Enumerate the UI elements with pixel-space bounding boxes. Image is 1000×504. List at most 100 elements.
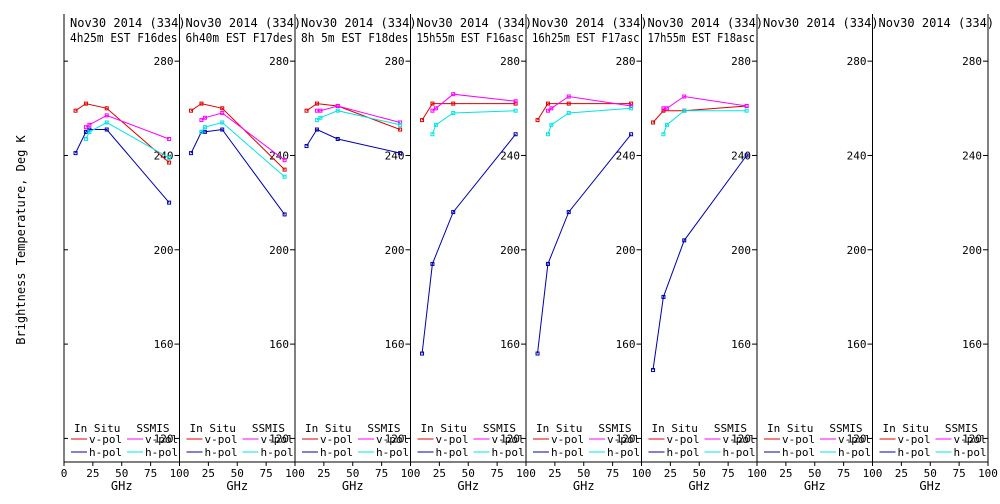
data-point-insitu_h bbox=[744, 153, 749, 158]
legend-label-insitu_v: v-pol bbox=[782, 433, 815, 446]
legend-label-ssmis_v: v-pol bbox=[145, 433, 178, 446]
data-point-ssmis_h bbox=[430, 132, 435, 137]
x-tick-label: 25 bbox=[664, 467, 677, 480]
data-point-ssmis_h bbox=[314, 118, 319, 123]
x-axis-label: GHz bbox=[804, 479, 826, 493]
data-point-insitu_v bbox=[545, 101, 550, 106]
data-point-ssmis_h bbox=[661, 132, 666, 137]
y-tick-label: 240 bbox=[962, 149, 982, 162]
data-point-insitu_h bbox=[304, 144, 309, 149]
y-tick-label: 160 bbox=[616, 338, 636, 351]
data-point-ssmis_h bbox=[744, 108, 749, 113]
series-line-ssmis_h bbox=[662, 110, 747, 135]
legend-label-ssmis_v: v-pol bbox=[261, 433, 294, 446]
x-tick-label: 25 bbox=[202, 467, 215, 480]
data-point-ssmis_v bbox=[282, 158, 287, 163]
data-point-ssmis_v bbox=[83, 125, 88, 130]
y-tick-label: 280 bbox=[385, 55, 405, 68]
y-tick-label: 120 bbox=[500, 432, 520, 445]
y-tick-label: 160 bbox=[731, 338, 751, 351]
x-axis-label: GHz bbox=[919, 479, 941, 493]
x-tick-label: 100 bbox=[863, 467, 883, 480]
data-point-ssmis_v bbox=[335, 103, 340, 108]
legend-label-insitu_v: v-pol bbox=[898, 433, 931, 446]
legend-label-insitu_v: v-pol bbox=[436, 433, 469, 446]
data-point-insitu_h bbox=[545, 261, 550, 266]
data-point-ssmis_h bbox=[433, 122, 438, 127]
x-axis-label: GHz bbox=[573, 479, 595, 493]
series-line-insitu_h bbox=[190, 128, 286, 215]
y-tick-label: 160 bbox=[847, 338, 867, 351]
x-tick-label: 50 bbox=[577, 467, 590, 480]
data-point-insitu_v bbox=[513, 101, 518, 106]
x-tick-label: 100 bbox=[978, 467, 998, 480]
x-tick-label: 50 bbox=[808, 467, 821, 480]
data-point-ssmis_v bbox=[513, 99, 518, 104]
series-line-ssmis_h bbox=[85, 121, 170, 159]
data-point-ssmis_h bbox=[682, 108, 687, 113]
data-point-ssmis_h bbox=[566, 111, 571, 116]
x-tick-label: 100 bbox=[285, 467, 305, 480]
series-line-insitu_h bbox=[75, 129, 170, 203]
data-point-insitu_h bbox=[682, 238, 687, 243]
data-point-ssmis_v bbox=[433, 106, 438, 111]
y-tick-label: 280 bbox=[847, 55, 867, 68]
data-point-insitu_h bbox=[535, 351, 540, 356]
data-point-insitu_h bbox=[335, 136, 340, 141]
panel-date: Nov30 2014 (334) bbox=[186, 16, 302, 30]
y-tick-label: 200 bbox=[385, 244, 405, 257]
data-point-ssmis_v bbox=[664, 106, 669, 111]
x-tick-label: 100 bbox=[632, 467, 652, 480]
data-point-insitu_v bbox=[220, 106, 225, 111]
legend-ssmis-title: SSMIS bbox=[252, 422, 285, 435]
y-tick-label: 120 bbox=[154, 432, 174, 445]
y-tick-label: 120 bbox=[385, 432, 405, 445]
legend-label-ssmis_h: h-pol bbox=[954, 446, 987, 459]
y-tick-label: 200 bbox=[616, 244, 636, 257]
legend-label-ssmis_v: v-pol bbox=[607, 433, 640, 446]
legend-insitu-title: In Situ bbox=[767, 422, 813, 435]
y-tick-label: 120 bbox=[962, 432, 982, 445]
data-point-ssmis_h bbox=[104, 120, 109, 125]
y-tick-label: 200 bbox=[500, 244, 520, 257]
data-point-ssmis_h bbox=[318, 115, 323, 120]
x-axis-label: GHz bbox=[111, 479, 133, 493]
data-point-insitu_h bbox=[629, 132, 634, 137]
panel-5: 120 160 200 240 280 25 50 75 100 GHz Nov30 2014 (3… bbox=[525, 14, 652, 493]
data-point-insitu_h bbox=[451, 210, 456, 215]
y-tick-label: 160 bbox=[154, 338, 174, 351]
x-tick-label: 50 bbox=[924, 467, 937, 480]
data-point-ssmis_h bbox=[220, 120, 225, 125]
data-point-insitu_v bbox=[83, 101, 88, 106]
x-axis-label: GHz bbox=[342, 479, 364, 493]
legend-label-insitu_h: h-pol bbox=[89, 446, 122, 459]
panel-time: 4h25m EST F16des bbox=[70, 31, 178, 45]
panel-7: 120 160 200 240 280 25 50 75 100 GHz Nov30 2014 (3… bbox=[756, 14, 883, 493]
legend-ssmis-title: SSMIS bbox=[714, 422, 747, 435]
data-point-insitu_h bbox=[513, 132, 518, 137]
data-point-insitu_v bbox=[566, 101, 571, 106]
data-point-ssmis_v bbox=[682, 94, 687, 99]
x-tick-label: 50 bbox=[115, 467, 128, 480]
y-tick-label: 160 bbox=[385, 338, 405, 351]
data-point-ssmis_v bbox=[566, 94, 571, 99]
y-tick-label: 280 bbox=[500, 55, 520, 68]
legend-label-ssmis_h: h-pol bbox=[492, 446, 525, 459]
x-tick-label: 75 bbox=[606, 467, 619, 480]
data-point-insitu_h bbox=[104, 127, 109, 132]
y-tick-label: 200 bbox=[731, 244, 751, 257]
data-point-insitu_h bbox=[566, 210, 571, 215]
legend-insitu-title: In Situ bbox=[652, 422, 698, 435]
panel-date: Nov30 2014 (334) bbox=[532, 16, 648, 30]
panel-date: Nov30 2014 (334) bbox=[763, 16, 879, 30]
panel-time: 6h40m EST F17des bbox=[186, 31, 294, 45]
x-tick-label: 50 bbox=[346, 467, 359, 480]
series-line-insitu_h bbox=[306, 128, 401, 154]
data-point-ssmis_v bbox=[199, 118, 204, 123]
data-point-ssmis_v bbox=[104, 113, 109, 118]
x-tick-label: 75 bbox=[260, 467, 273, 480]
y-tick-label: 280 bbox=[616, 55, 636, 68]
data-point-insitu_h bbox=[314, 127, 319, 132]
